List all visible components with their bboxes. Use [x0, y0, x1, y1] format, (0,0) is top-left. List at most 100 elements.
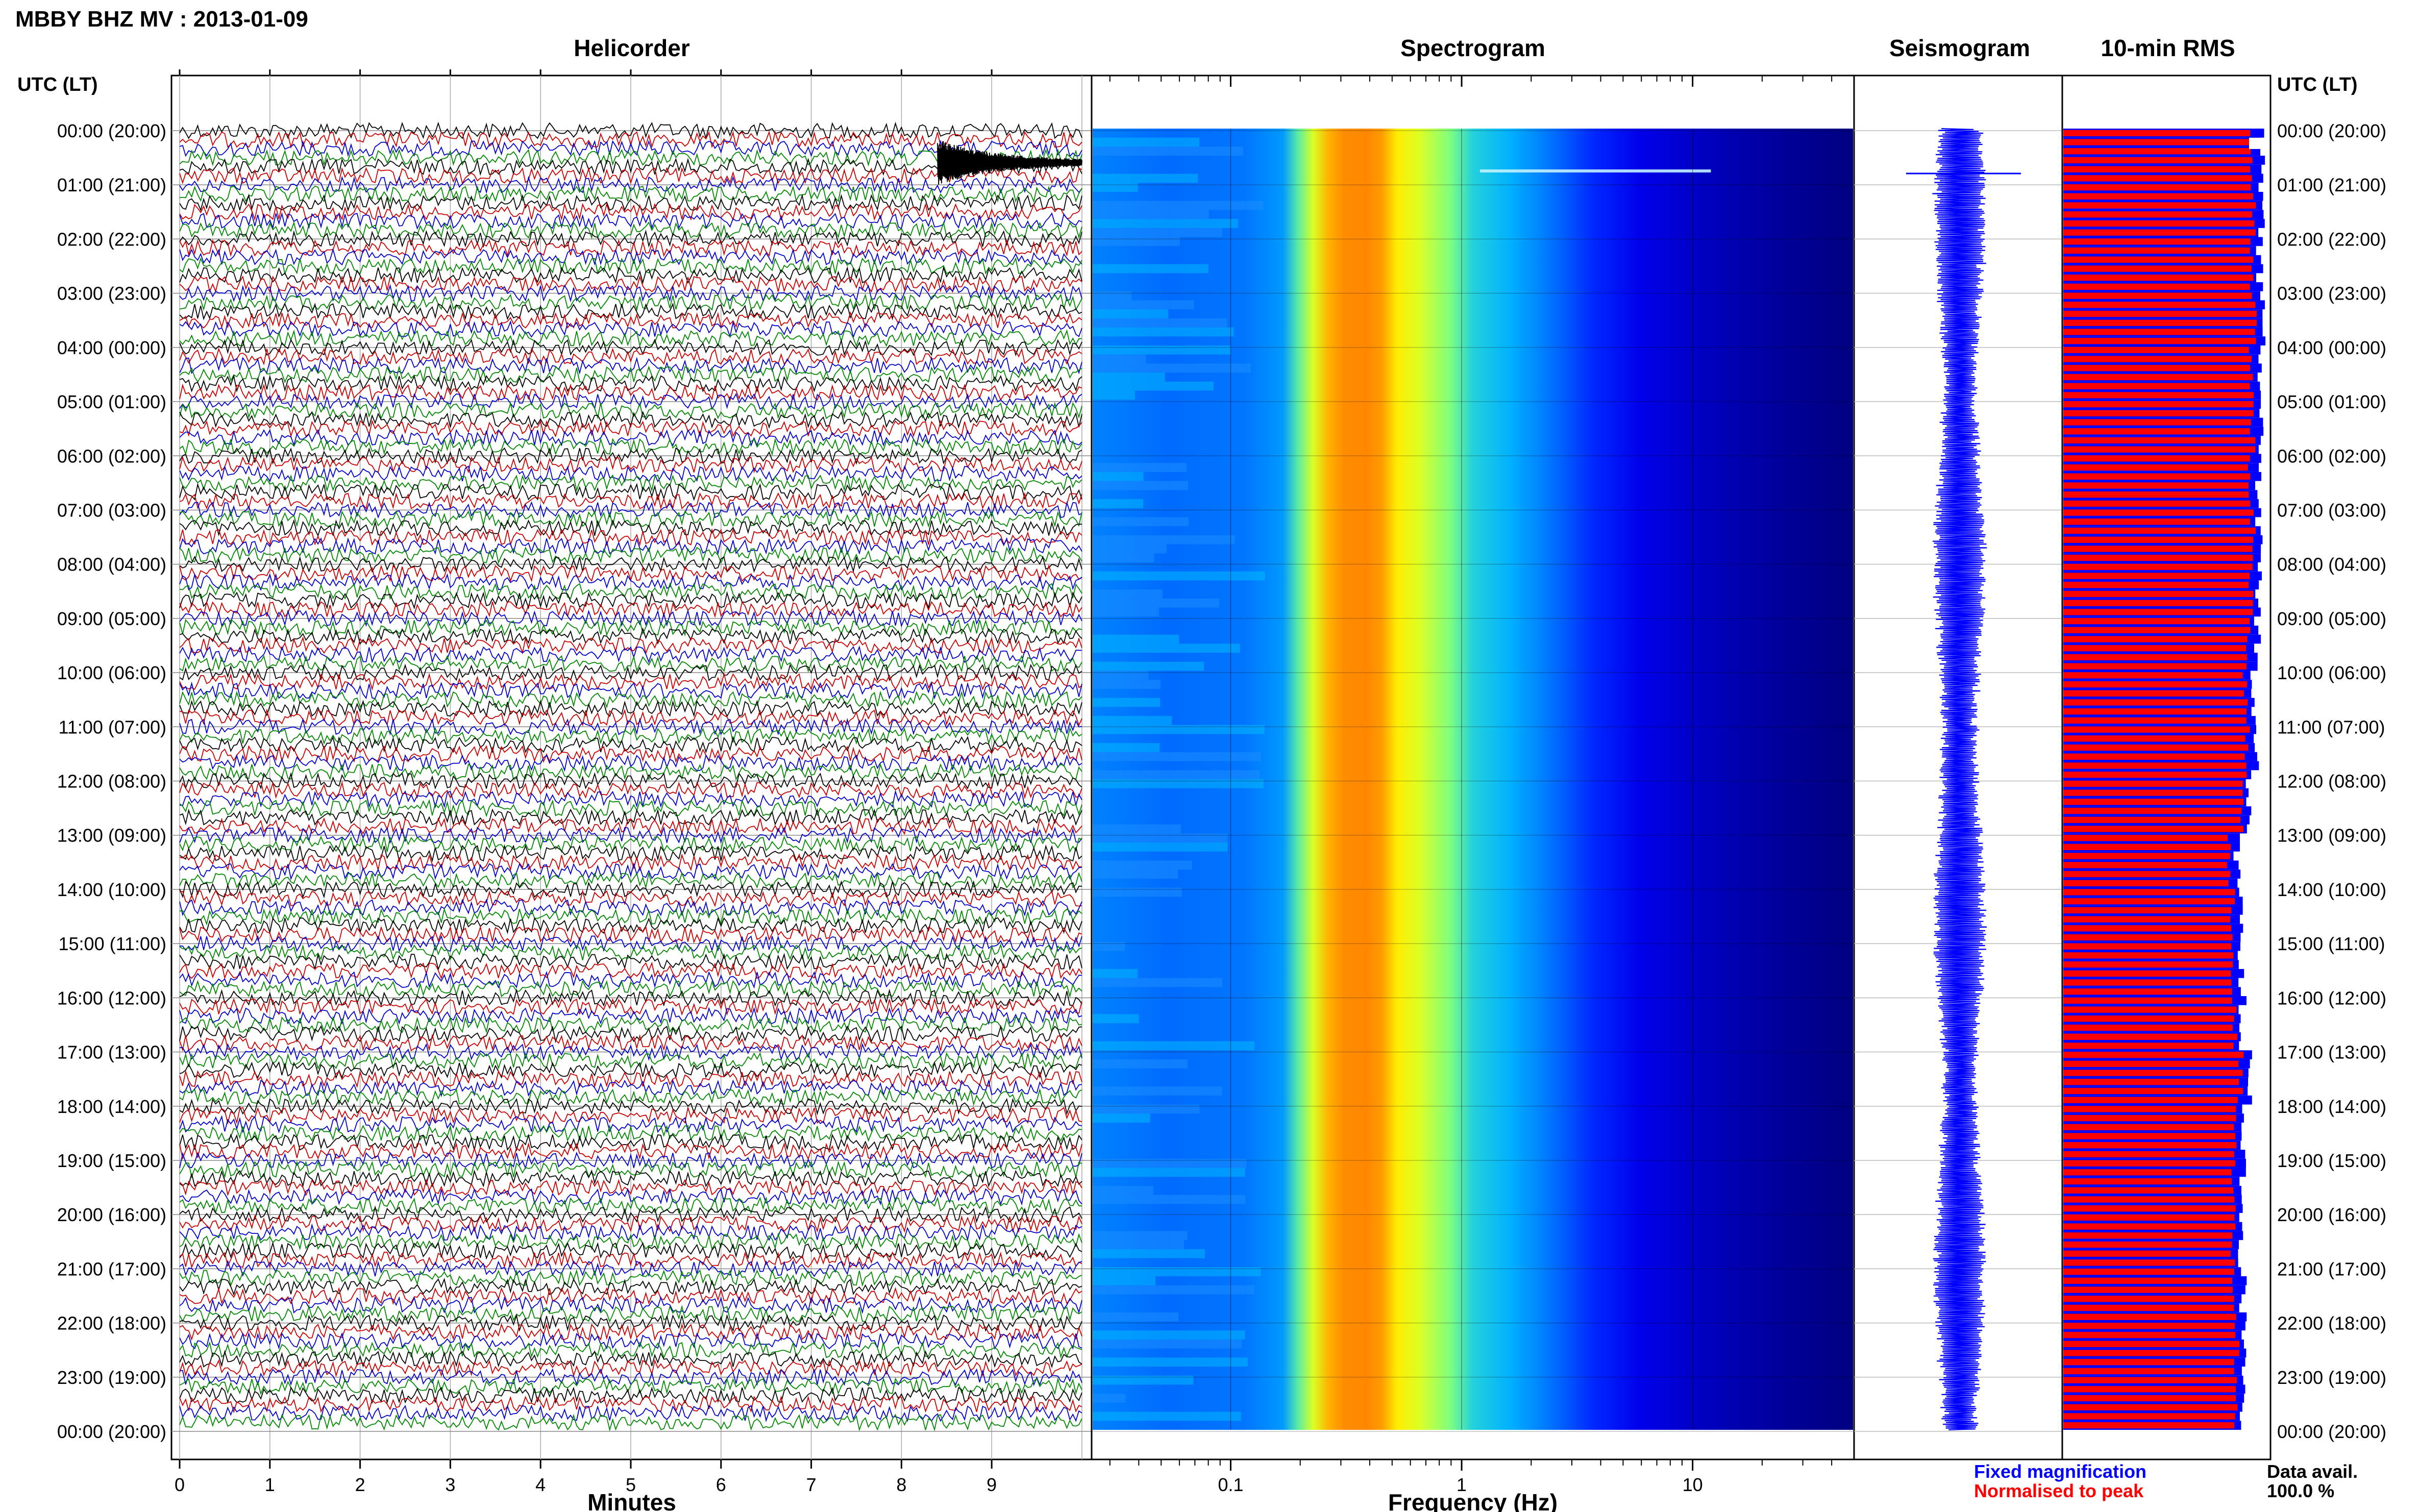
rms-bar-normalised — [2063, 1404, 2238, 1410]
helicorder-trace — [179, 501, 1082, 519]
time-label-right: 14:00 (10:00) — [2277, 879, 2386, 900]
rms-bar-normalised — [2063, 726, 2250, 733]
helicorder-trace — [179, 302, 1082, 320]
rms-bar-normalised — [2063, 536, 2253, 543]
rms-bar-normalised — [2063, 1106, 2236, 1112]
helicorder-trace — [179, 1061, 1082, 1079]
rms-bar-normalised — [2063, 310, 2257, 317]
rms-bar-normalised — [2063, 681, 2247, 688]
spectrogram-texture — [1093, 941, 1125, 951]
helicorder-trace — [179, 1214, 1082, 1233]
helicorder-trace — [179, 862, 1082, 880]
rms-bar-normalised — [2063, 672, 2243, 679]
helicorder-xlabel: Minutes — [587, 1489, 676, 1512]
time-label-left: 19:00 (15:00) — [57, 1150, 166, 1171]
helicorder-trace — [179, 980, 1082, 998]
rms-bar-normalised — [2063, 157, 2253, 164]
time-label-left: 06:00 (02:00) — [57, 445, 166, 466]
helicorder-trace — [179, 1006, 1082, 1025]
helicorder-trace — [179, 365, 1082, 384]
helicorder-trace — [179, 447, 1082, 465]
spectrogram-xlabel: Frequency (Hz) — [1388, 1489, 1558, 1512]
time-label-right: 22:00 (18:00) — [2277, 1313, 2386, 1334]
time-label-right: 00:00 (20:00) — [2277, 1421, 2386, 1442]
rms-bar-normalised — [2063, 690, 2244, 697]
right-time-labels: 00:00 (20:00) 01:00 (21:00) 02:00 (22:00) 0… — [2277, 120, 2386, 1442]
time-label-left: 18:00 (14:00) — [57, 1096, 166, 1117]
rms-bar-normalised — [2063, 410, 2254, 417]
time-label-left: 13:00 (09:00) — [57, 825, 166, 846]
rms-bar-normalised — [2063, 744, 2249, 751]
spectrogram-texture — [1093, 887, 1182, 897]
rms-bar-normalised — [2063, 1187, 2234, 1194]
spectrogram-texture — [1093, 607, 1159, 617]
spectrogram-texture — [1093, 1249, 1205, 1258]
helicorder-trace — [179, 166, 1082, 185]
helicorder-trace — [179, 1025, 1082, 1044]
rms-bar-normalised — [2063, 500, 2251, 507]
spectrogram-texture — [1093, 770, 1260, 779]
time-label-left: 16:00 (12:00) — [57, 987, 166, 1008]
rms-bar-normalised — [2063, 491, 2249, 498]
helicorder-trace — [179, 1277, 1082, 1296]
spectrogram-texture — [1093, 698, 1161, 707]
helicorder-trace — [179, 1259, 1082, 1278]
rms-bar-normalised — [2063, 961, 2233, 968]
rms-bar-normalised — [2063, 663, 2247, 670]
time-label-right: 12:00 (08:00) — [2277, 771, 2386, 792]
time-label-right: 03:00 (23:00) — [2277, 283, 2386, 304]
spectrogram-panel: 0.1 1 10 Frequency (Hz) — [1091, 75, 1855, 1512]
spectrogram-texture — [1093, 1339, 1242, 1349]
rms-bar-normalised — [2063, 1043, 2234, 1049]
helicorder-trace — [179, 329, 1082, 348]
helicorder-trace — [179, 158, 1082, 176]
helicorder-trace — [179, 1133, 1082, 1152]
spectrogram-texture — [1093, 219, 1239, 228]
helicorder-tick-label: 0 — [175, 1474, 185, 1495]
spectrogram-texture — [1093, 264, 1208, 274]
spectrogram-texture — [1093, 381, 1214, 391]
rms-bar-normalised — [2063, 753, 2245, 760]
time-label-right: 11:00 (07:00) — [2277, 716, 2385, 737]
helicorder-trace — [179, 1241, 1082, 1260]
spectrogram-texture — [1093, 589, 1163, 599]
helicorder-trace — [179, 546, 1082, 564]
spectrogram-tick-label: 10 — [1683, 1474, 1703, 1495]
rms-bar-normalised — [2063, 1006, 2237, 1013]
rms-bar-normalised — [2063, 1313, 2236, 1320]
rms-bar-normalised — [2063, 455, 2250, 462]
left-time-header: UTC (LT) — [17, 74, 98, 95]
rms-bar-normalised — [2063, 437, 2256, 444]
spectrogram-texture — [1093, 291, 1132, 301]
spectrogram-texture — [1093, 146, 1244, 156]
helicorder-trace — [179, 708, 1082, 727]
time-label-left: 20:00 (16:00) — [57, 1204, 166, 1225]
helicorder-trace — [179, 284, 1082, 303]
helicorder-x-ticks: 0 1 2 3 4 5 6 7 8 9 — [175, 69, 997, 1495]
spectrogram-texture — [1093, 553, 1154, 562]
seismogram-trace — [1906, 128, 2021, 1431]
rms-bar-normalised — [2063, 1079, 2239, 1085]
helicorder-trace — [179, 203, 1082, 221]
helicorder-trace — [179, 627, 1082, 646]
rms-bar-normalised — [2063, 600, 2253, 606]
spectrogram-texture — [1093, 472, 1144, 481]
time-label-left: 21:00 (17:00) — [57, 1258, 166, 1279]
time-label-right: 20:00 (16:00) — [2277, 1204, 2386, 1225]
helicorder-trace — [179, 988, 1082, 1007]
spectrogram-texture — [1093, 661, 1204, 671]
helicorder-trace — [179, 953, 1082, 971]
helicorder-trace — [179, 636, 1082, 655]
rms-bar-normalised — [2063, 238, 2251, 245]
rms-bar-normalised — [2063, 292, 2252, 299]
rms-bar-normalised — [2063, 617, 2250, 625]
rms-bar-normalised — [2063, 834, 2228, 841]
rms-bar-normalised — [2063, 907, 2232, 913]
helicorder-trace — [179, 1251, 1082, 1269]
helicorder-trace — [179, 1223, 1082, 1242]
helicorder-trace — [179, 1341, 1082, 1359]
rms-bar-normalised — [2063, 1087, 2243, 1095]
helicorder-trace — [179, 735, 1082, 754]
helicorder-trace — [179, 763, 1082, 781]
